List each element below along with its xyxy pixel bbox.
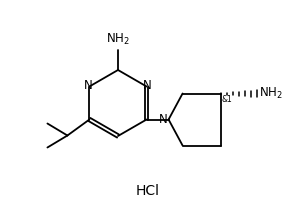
- Text: N: N: [84, 79, 93, 92]
- Text: NH$_2$: NH$_2$: [106, 32, 130, 47]
- Text: N: N: [159, 113, 168, 126]
- Text: N: N: [143, 79, 152, 92]
- Text: HCl: HCl: [136, 184, 160, 198]
- Text: &1: &1: [222, 95, 232, 105]
- Text: NH$_2$: NH$_2$: [259, 86, 282, 101]
